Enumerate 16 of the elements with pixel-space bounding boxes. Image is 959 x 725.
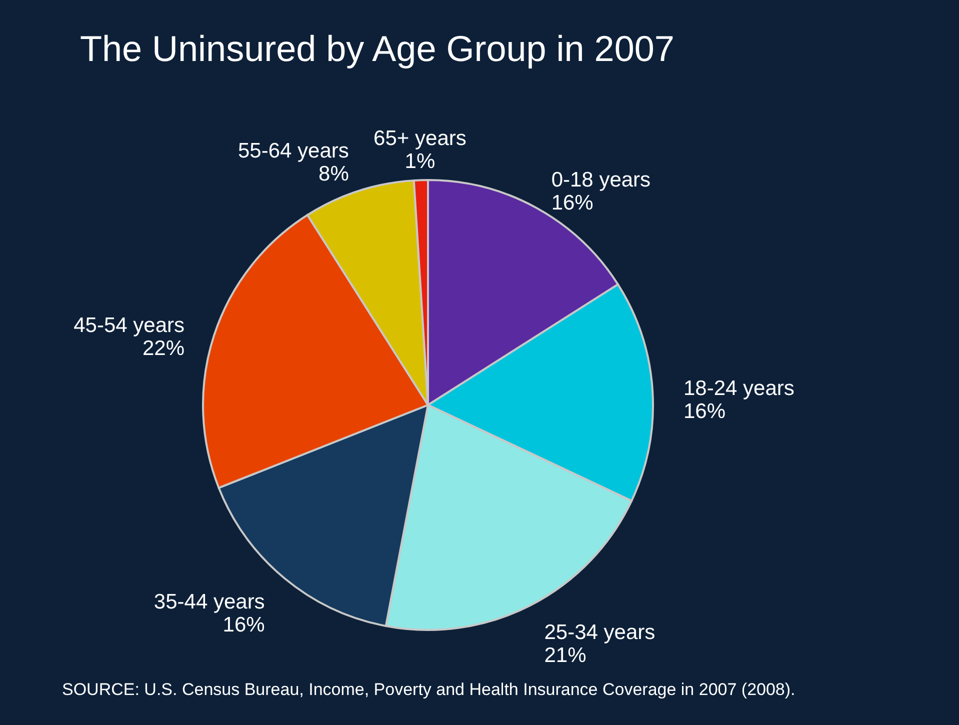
source-note: SOURCE: U.S. Census Bureau, Income, Poverty and Health Insurance Coverage in 2007 (2008). [62,680,796,699]
data-label: 1% [404,150,436,174]
data-label: 16% [222,613,265,636]
data-label: 16% [551,192,594,215]
slice-label: 0-18 years [551,168,651,192]
slice-label: 55-64 years [238,140,349,163]
slice-label: 45-54 years [74,314,185,337]
slice-label: 35-44 years [154,590,265,614]
slice-label: 25-34 years [544,621,656,644]
slice-label: 18-24 years [683,376,794,400]
data-label: 8% [318,162,349,186]
data-label: 22% [142,336,185,360]
data-label: 21% [544,644,586,668]
chart-title: The Uninsured by Age Group in 2007 [80,28,674,69]
slice-label: 65+ years [374,127,466,150]
data-label: 16% [683,400,726,423]
